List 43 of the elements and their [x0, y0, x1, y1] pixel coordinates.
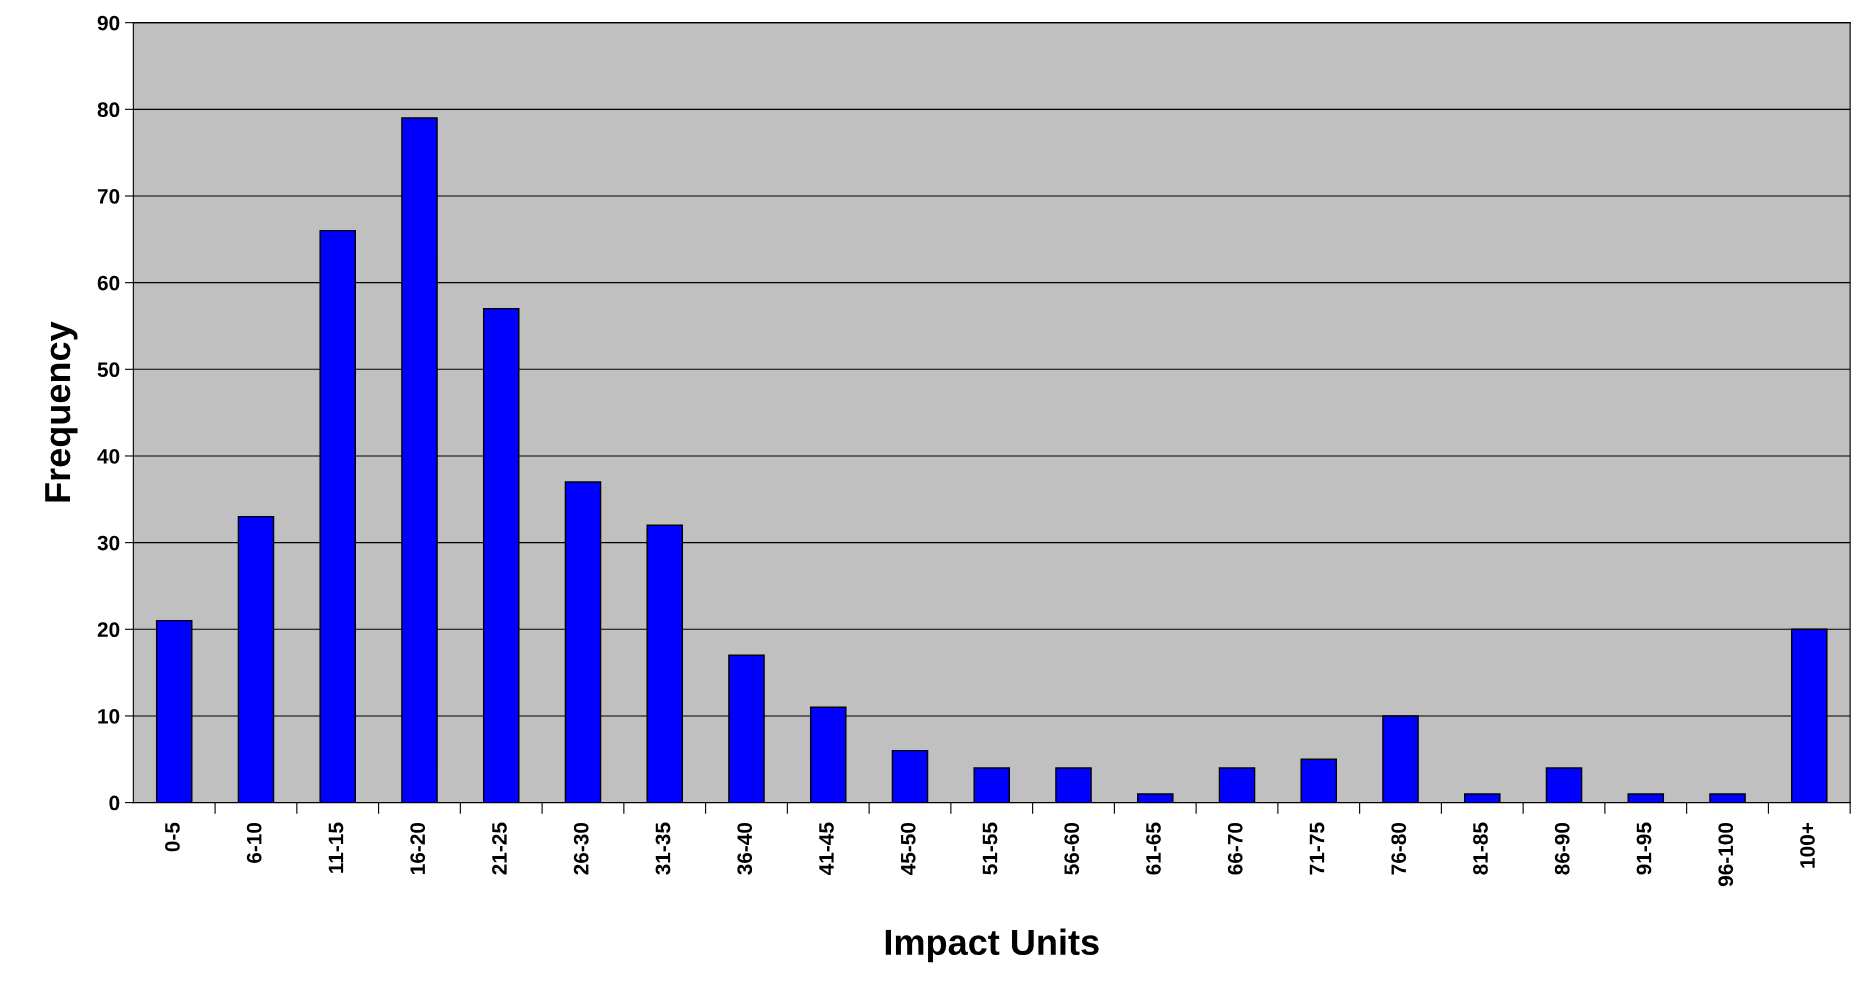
y-tick-label: 50: [97, 362, 120, 378]
x-tick-label: 21-25: [492, 822, 507, 875]
x-tick-label: 61-65: [1146, 822, 1161, 875]
bar: [891, 749, 929, 803]
x-tick-label: 6-10: [246, 822, 262, 863]
x-tick-label: 51-55: [982, 822, 998, 875]
x-tick-label: 36-40: [737, 822, 753, 875]
bar: [1300, 758, 1338, 803]
bar: [1627, 793, 1665, 803]
bar: [1709, 793, 1746, 803]
y-tick-label: 60: [97, 275, 120, 291]
x-tick-label: 91-95: [1636, 822, 1652, 875]
x-tick-label: 41-45: [819, 822, 834, 876]
bar: [1136, 793, 1174, 803]
x-tick-label: 96-100: [1718, 822, 1734, 887]
x-tick-label: 100+: [1800, 822, 1815, 868]
y-tick-label: 10: [98, 708, 120, 724]
x-tick-label: 16-20: [410, 822, 426, 875]
x-tick-label: 56-60: [1064, 822, 1080, 875]
x-tick-label: 0-5: [165, 822, 180, 852]
y-tick-label: 30: [97, 535, 120, 551]
y-tick-label: 80: [97, 102, 120, 118]
x-tick-label: 86-90: [1554, 822, 1570, 875]
x-axis-title: Impact Units: [885, 928, 1099, 963]
y-tick-label: 40: [97, 448, 120, 464]
y-tick-label: 0: [109, 795, 120, 811]
x-tick-label: 26-30: [573, 822, 589, 875]
bar: [1218, 767, 1256, 803]
x-tick-label: 71-75: [1309, 822, 1325, 875]
bar: [1463, 793, 1501, 803]
y-tick-label: 20: [97, 622, 120, 638]
bar: [973, 767, 1011, 803]
bar: [1545, 767, 1583, 803]
y-axis-title: Frequency: [45, 321, 78, 502]
bar: [1055, 767, 1092, 803]
x-tick-label: 45-50: [900, 822, 916, 876]
y-tick-label: 90: [97, 15, 120, 31]
x-tick-label: 66-70: [1227, 822, 1243, 875]
x-tick-label: 11-15: [328, 822, 344, 873]
x-tick-label: 76-80: [1391, 822, 1407, 875]
x-tick-label: 81-85: [1473, 822, 1488, 875]
y-tick-label: 70: [97, 189, 120, 204]
x-tick-label: 31-35: [655, 822, 671, 875]
